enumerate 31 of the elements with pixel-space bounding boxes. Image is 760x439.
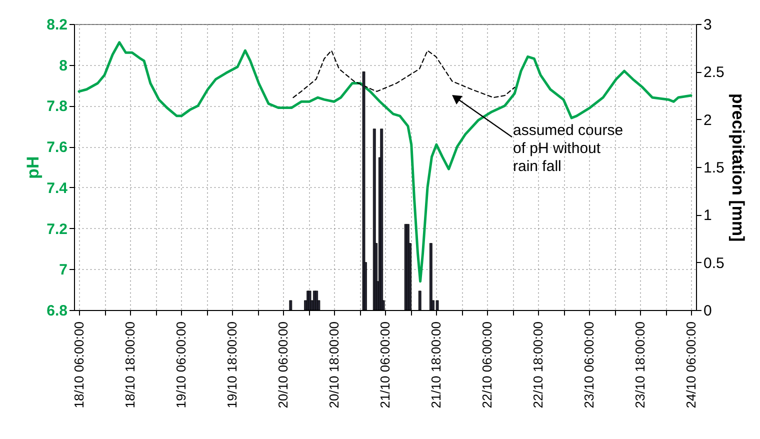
x-tick-label: 22/10 06:00:00	[480, 322, 494, 408]
x-tick-label: 20/10 06:00:00	[276, 322, 290, 408]
y2-tick-label: 2	[704, 112, 712, 129]
y2-tick-label: 1.5	[704, 160, 724, 176]
y-tick-label: 7.2	[46, 220, 68, 238]
y-tick-label: 8.2	[46, 16, 68, 34]
y2-tick-label: 0	[704, 302, 712, 320]
x-tick-label: 20/10 18:00:00	[326, 322, 342, 408]
x-tick-label: 23/10 18:00:00	[632, 322, 648, 408]
y-tick-label: 7.8	[46, 98, 68, 116]
x-tick-label: 21/10 06:00:00	[378, 322, 392, 408]
y-tick-label: 7.4	[46, 180, 68, 197]
x-tick-label: 19/10 06:00:00	[174, 322, 188, 408]
y2-tick-label: 0.5	[704, 254, 724, 272]
y-tick-label: 8	[59, 57, 68, 74]
annotation: assumed course of pH without rain fall	[513, 122, 624, 175]
y-tick-label: 6.8	[46, 302, 68, 320]
x-tick-label: 22/10 18:00:00	[530, 322, 546, 408]
x-tick-label: 21/10 18:00:00	[428, 322, 444, 408]
y2-tick-label: 3	[704, 16, 712, 34]
x-tick-label: 24/10 06:00:00	[684, 322, 698, 408]
y-tick-label: 7	[59, 262, 68, 279]
x-tick-label: 18/10 18:00:00	[122, 322, 138, 408]
y2-tick-label: 2.5	[704, 64, 724, 82]
x-tick-label: 18/10 06:00:00	[72, 322, 86, 408]
x-tick-label: 23/10 06:00:00	[582, 322, 596, 408]
y2-tick-label: 1	[704, 207, 712, 224]
y-tick-label: 7.6	[46, 139, 68, 156]
y2-axis-title: precipitation [mm]	[728, 93, 748, 242]
x-tick-label: 19/10 18:00:00	[224, 322, 240, 408]
y-axis-title: pH	[24, 156, 43, 179]
